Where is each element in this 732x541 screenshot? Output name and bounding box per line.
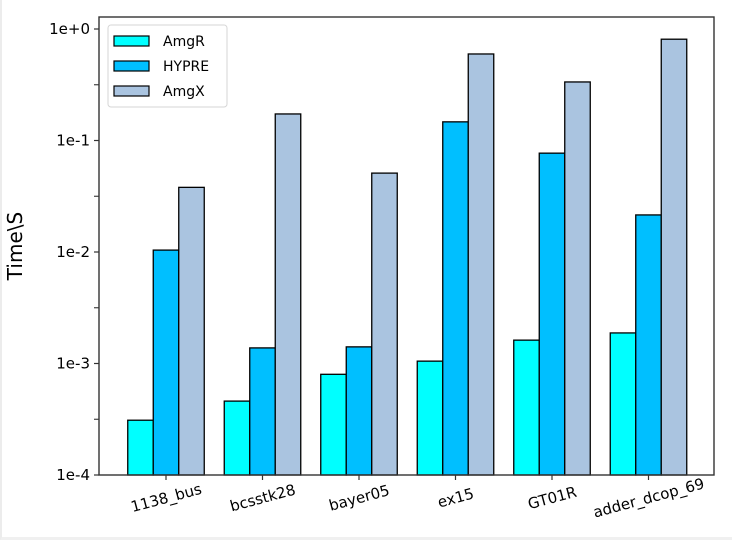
y-tick-label: 1e+0: [49, 20, 90, 38]
x-tick-label: bayer05: [327, 481, 392, 514]
x-tick-label: 1138_bus: [129, 480, 204, 517]
bar-amgr-1138_bus: [127, 419, 154, 476]
bar-hypre-1138_bus: [152, 249, 180, 476]
legend: AmgR HYPRE AmgX: [107, 24, 228, 108]
y-axis: 1e+0 1e-1 1e-2 1e-3 1e-4: [49, 20, 99, 484]
bar-amgr-bcsstk28: [223, 400, 251, 476]
bar-hypre-adder_dcop_69: [635, 214, 662, 476]
bar-amgr-bayer05: [320, 373, 347, 476]
y-tick-label: 1e-4: [56, 466, 90, 484]
bar-hypre-ex15: [442, 121, 469, 476]
bars-group: [127, 38, 688, 476]
x-tick-label: adder_dcop_69: [591, 474, 706, 522]
legend-label-hypre: HYPRE: [163, 59, 209, 75]
y-axis-label: Time\S: [3, 212, 27, 281]
bar-amgx-bayer05: [371, 172, 398, 476]
y-tick-label: 1e-2: [56, 243, 90, 261]
x-tick-label: ex15: [436, 484, 476, 511]
legend-swatch-amgr: [113, 35, 150, 47]
bar-hypre-bcsstk28: [249, 347, 276, 476]
legend-swatch-amgx: [113, 85, 150, 97]
bar-amgr-gt01r: [513, 339, 540, 476]
bar-amgx-ex15: [467, 53, 495, 476]
y-tick-label: 1e-3: [56, 355, 90, 373]
legend-swatch-hypre: [113, 60, 150, 72]
x-tick-label: GT01R: [526, 483, 579, 513]
x-axis: 1138_bus bcsstk28 bayer05 ex15 GT01R adder_dc…: [129, 474, 707, 522]
legend-label-amgr: AmgR: [163, 34, 205, 50]
bar-amgx-1138_bus: [178, 186, 205, 476]
bar-amgr-adder_dcop_69: [609, 332, 637, 476]
axes-frame: [98, 16, 715, 476]
bar-amgx-bcsstk28: [274, 113, 302, 476]
y-tick-label: 1e-1: [56, 132, 90, 150]
legend-label-amgx: AmgX: [163, 84, 205, 100]
bar-amgr-ex15: [416, 360, 444, 476]
bar-hypre-bayer05: [345, 346, 373, 476]
bar-amgx-adder_dcop_69: [660, 38, 688, 476]
bar-amgx-gt01r: [564, 81, 591, 476]
bar-hypre-gt01r: [538, 152, 566, 476]
x-tick-label: bcsstk28: [228, 481, 297, 516]
